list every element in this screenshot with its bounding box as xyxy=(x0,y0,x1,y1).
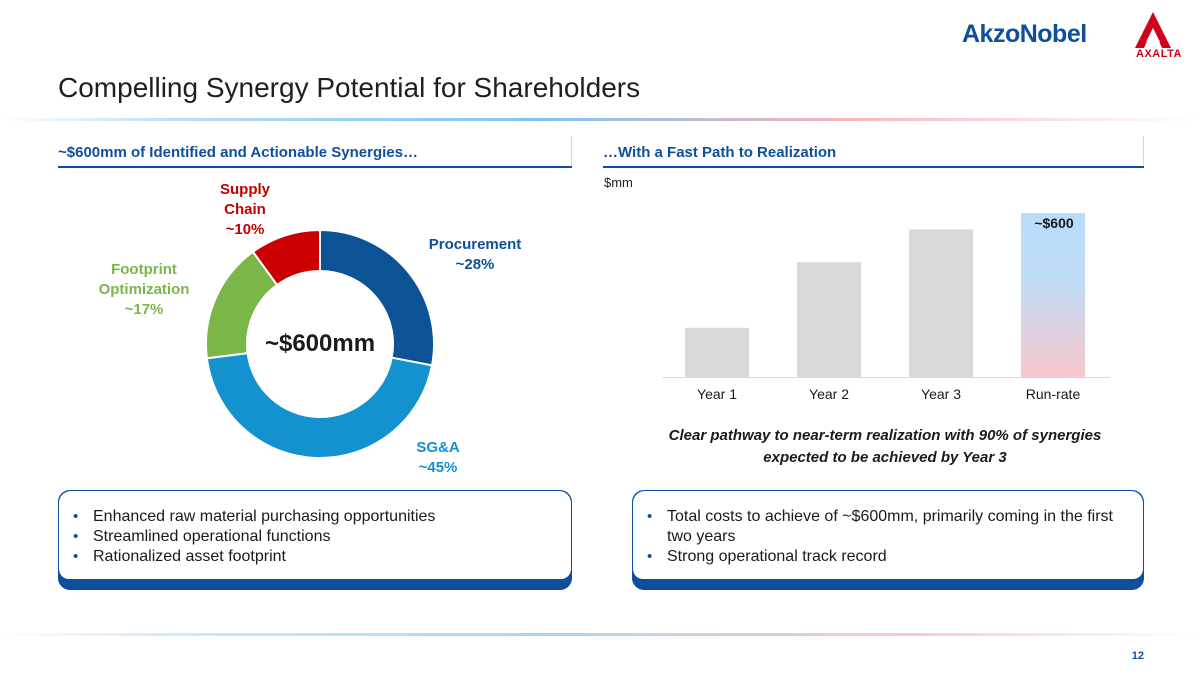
bullet-item: Enhanced raw material purchasing opportu… xyxy=(73,507,557,527)
bar-x-tick-year-1: Year 1 xyxy=(697,386,737,402)
bar-run-rate xyxy=(1021,213,1085,377)
footer-divider xyxy=(0,633,1200,636)
right-callout-content: Total costs to achieve of ~$600mm, prima… xyxy=(633,491,1143,579)
axalta-logo-icon xyxy=(1135,12,1171,48)
donut-label-line: Chain xyxy=(224,201,266,218)
bar-x-tick-run-rate: Run-rate xyxy=(1025,386,1081,402)
bar-x-tick-year-2: Year 2 xyxy=(809,386,849,402)
bar-chart-unit-label: $mm xyxy=(604,175,633,190)
donut-label-line: ~45% xyxy=(418,459,458,476)
donut-label-line: ~10% xyxy=(225,221,265,238)
donut-label-supply-chain: Supply Chain ~10% xyxy=(200,180,290,240)
bar-year-3 xyxy=(909,229,973,377)
bar-year-2 xyxy=(797,262,861,377)
donut-label-line: SG&A xyxy=(416,439,460,456)
bar-data-label-run-rate: ~$600 xyxy=(1034,215,1074,231)
left-section-header: ~$600mm of Identified and Actionable Syn… xyxy=(58,136,572,168)
left-callout-box: Enhanced raw material purchasing opportu… xyxy=(58,490,572,590)
bullet-item: Strong operational track record xyxy=(647,547,1129,567)
donut-label-line: ~17% xyxy=(124,301,164,318)
right-section-header: …With a Fast Path to Realization xyxy=(603,136,1144,168)
bar-x-tick-year-3: Year 3 xyxy=(921,386,961,402)
bullet-item: Total costs to achieve of ~$600mm, prima… xyxy=(647,507,1129,547)
axalta-logo-text: AXALTA xyxy=(1136,48,1182,60)
donut-label-line: Procurement xyxy=(428,236,522,253)
page-number: 12 xyxy=(1131,650,1144,662)
page-title: Compelling Synergy Potential for Shareho… xyxy=(58,72,641,103)
left-section-title: ~$600mm of Identified and Actionable Syn… xyxy=(58,144,418,161)
donut-label-line: Supply xyxy=(219,181,270,198)
donut-label-sga: SG&A ~45% xyxy=(388,438,488,478)
bullet-item: Rationalized asset footprint xyxy=(73,547,557,567)
donut-label-footprint-optimization: Footprint Optimization ~17% xyxy=(74,260,214,320)
donut-label-line: Optimization xyxy=(98,281,190,298)
left-callout-content: Enhanced raw material purchasing opportu… xyxy=(59,491,571,579)
header-divider xyxy=(571,136,572,166)
donut-center-label: ~$600mm xyxy=(264,330,376,357)
donut-slice-supply-chain xyxy=(251,228,321,287)
donut-label-procurement: Procurement ~28% xyxy=(410,235,540,275)
title-divider xyxy=(0,118,1200,121)
donut-label-line: ~28% xyxy=(455,256,495,273)
bar-year-1 xyxy=(685,327,749,377)
donut-label-line: Footprint xyxy=(111,261,177,278)
right-section-title: …With a Fast Path to Realization xyxy=(603,144,837,161)
donut-slice-sg-a xyxy=(205,352,434,459)
realization-takeaway: Clear pathway to near-term realization w… xyxy=(668,427,1102,466)
right-callout-box: Total costs to achieve of ~$600mm, prima… xyxy=(632,490,1144,590)
bullet-item: Streamlined operational functions xyxy=(73,527,557,547)
right-bullet-list: Total costs to achieve of ~$600mm, prima… xyxy=(647,507,1129,567)
akzonobel-logo: AkzoNobel xyxy=(962,20,1087,48)
header-divider xyxy=(1143,136,1144,166)
logo-group: AkzoNobel AXALTA xyxy=(962,10,1182,60)
left-bullet-list: Enhanced raw material purchasing opportu… xyxy=(73,507,557,567)
